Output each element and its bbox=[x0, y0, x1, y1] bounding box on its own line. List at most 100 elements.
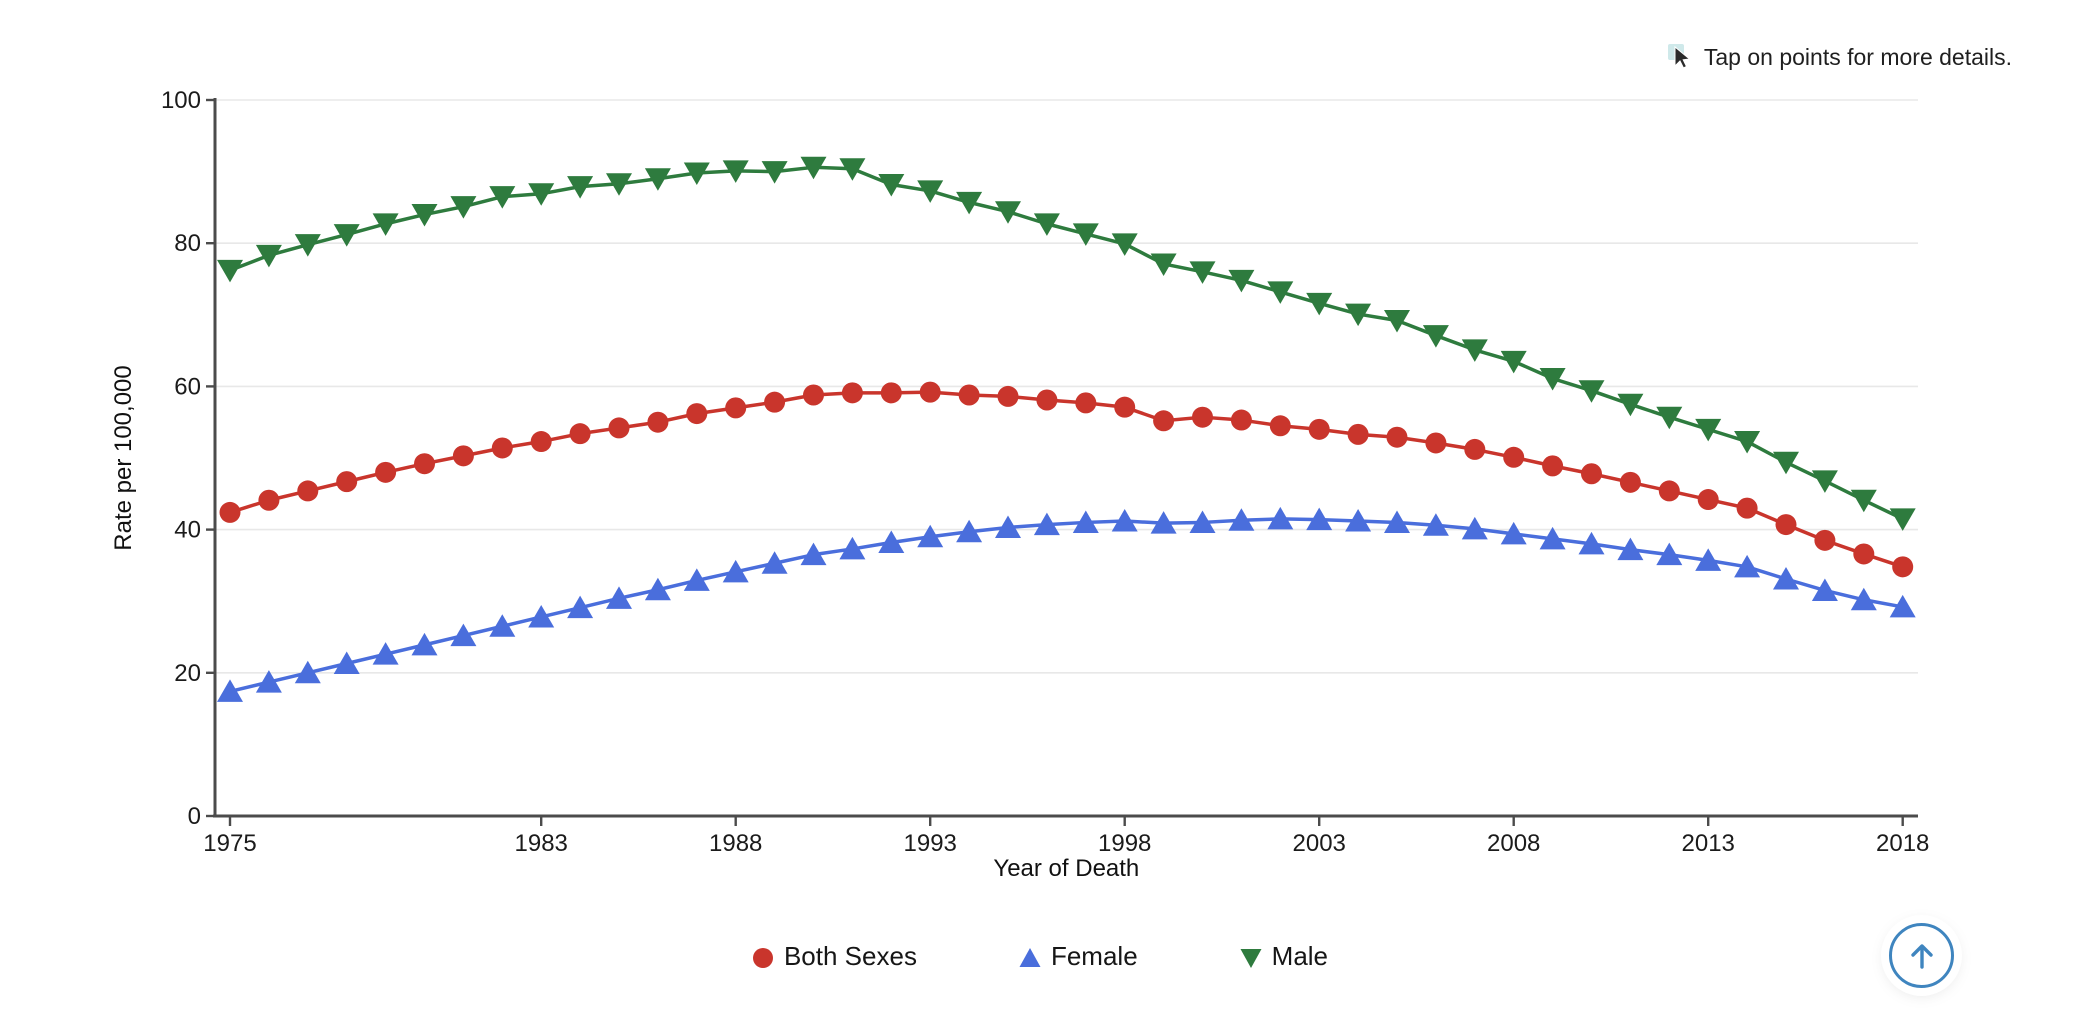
data-point-male-1988[interactable] bbox=[722, 160, 749, 183]
data-point-female-1988[interactable] bbox=[722, 559, 749, 583]
data-point-male-2006[interactable] bbox=[1422, 325, 1449, 348]
data-point-both-sexes-1987[interactable] bbox=[686, 403, 708, 425]
legend-item-female[interactable]: Female bbox=[1017, 941, 1138, 972]
legend-item-both-sexes[interactable]: Both Sexes bbox=[750, 941, 917, 972]
data-point-both-sexes-1988[interactable] bbox=[725, 397, 747, 419]
data-point-male-2016[interactable] bbox=[1811, 470, 1838, 493]
data-point-female-2010[interactable] bbox=[1578, 531, 1605, 555]
data-point-both-sexes-2004[interactable] bbox=[1347, 423, 1369, 445]
data-point-female-2004[interactable] bbox=[1345, 509, 1372, 532]
data-point-male-1980[interactable] bbox=[411, 204, 438, 227]
data-point-female-1990[interactable] bbox=[800, 542, 827, 566]
data-point-both-sexes-1995[interactable] bbox=[997, 385, 1019, 407]
data-point-male-1999[interactable] bbox=[1150, 253, 1177, 276]
data-point-male-2004[interactable] bbox=[1345, 303, 1372, 327]
data-point-both-sexes-2009[interactable] bbox=[1542, 455, 1564, 477]
data-point-female-1981[interactable] bbox=[450, 623, 477, 647]
data-point-both-sexes-1996[interactable] bbox=[1036, 389, 1058, 411]
data-point-both-sexes-2002[interactable] bbox=[1269, 415, 1291, 437]
data-point-male-1989[interactable] bbox=[761, 161, 788, 184]
data-point-female-2003[interactable] bbox=[1306, 507, 1333, 531]
data-point-both-sexes-2005[interactable] bbox=[1386, 426, 1408, 448]
data-point-both-sexes-2008[interactable] bbox=[1503, 446, 1525, 468]
data-point-female-1987[interactable] bbox=[683, 568, 710, 591]
data-point-male-2001[interactable] bbox=[1228, 269, 1255, 293]
data-point-male-1986[interactable] bbox=[644, 168, 671, 191]
data-point-female-2001[interactable] bbox=[1228, 508, 1255, 531]
data-point-female-2005[interactable] bbox=[1384, 510, 1410, 533]
data-point-female-1976[interactable] bbox=[255, 670, 282, 693]
data-point-both-sexes-1982[interactable] bbox=[491, 437, 513, 459]
data-point-male-1978[interactable] bbox=[333, 224, 360, 247]
data-point-female-1986[interactable] bbox=[644, 577, 671, 601]
data-point-female-1999[interactable] bbox=[1150, 511, 1177, 534]
data-point-female-2018[interactable] bbox=[1889, 594, 1916, 618]
data-point-male-2011[interactable] bbox=[1617, 393, 1644, 417]
data-point-female-1980[interactable] bbox=[411, 632, 438, 656]
data-point-female-1995[interactable] bbox=[995, 515, 1021, 538]
data-point-both-sexes-2003[interactable] bbox=[1308, 418, 1330, 440]
data-point-male-1996[interactable] bbox=[1033, 213, 1060, 236]
data-point-both-sexes-2017[interactable] bbox=[1853, 543, 1875, 565]
scroll-to-top-button[interactable] bbox=[1889, 923, 1954, 988]
data-point-male-2009[interactable] bbox=[1539, 368, 1566, 391]
data-point-female-2006[interactable] bbox=[1422, 513, 1449, 536]
data-point-both-sexes-1977[interactable] bbox=[297, 480, 319, 502]
data-point-female-1984[interactable] bbox=[567, 595, 594, 619]
legend-item-male[interactable]: Male bbox=[1238, 941, 1328, 972]
data-point-both-sexes-2018[interactable] bbox=[1892, 556, 1914, 578]
data-point-male-1975[interactable] bbox=[217, 259, 243, 283]
data-point-both-sexes-1990[interactable] bbox=[803, 384, 824, 406]
data-point-both-sexes-1998[interactable] bbox=[1114, 396, 1136, 418]
data-point-male-2014[interactable] bbox=[1734, 431, 1761, 454]
data-point-male-2000[interactable] bbox=[1189, 261, 1216, 284]
data-point-female-2000[interactable] bbox=[1189, 510, 1216, 533]
data-point-female-2008[interactable] bbox=[1500, 521, 1527, 545]
data-point-female-2017[interactable] bbox=[1850, 587, 1877, 611]
data-point-female-2014[interactable] bbox=[1734, 554, 1761, 578]
data-point-male-2003[interactable] bbox=[1306, 292, 1333, 316]
data-point-both-sexes-2007[interactable] bbox=[1464, 438, 1486, 460]
data-point-both-sexes-1997[interactable] bbox=[1075, 392, 1097, 414]
data-point-male-2007[interactable] bbox=[1461, 339, 1488, 362]
data-point-both-sexes-2010[interactable] bbox=[1581, 463, 1602, 485]
data-point-male-1991[interactable] bbox=[839, 158, 866, 181]
data-point-male-2018[interactable] bbox=[1889, 508, 1916, 531]
data-point-both-sexes-1985[interactable] bbox=[608, 417, 630, 439]
data-point-female-2012[interactable] bbox=[1656, 542, 1683, 566]
data-point-male-1990[interactable] bbox=[800, 156, 827, 180]
data-point-female-2015[interactable] bbox=[1773, 567, 1799, 590]
data-point-both-sexes-1980[interactable] bbox=[414, 453, 435, 475]
data-point-female-1998[interactable] bbox=[1111, 509, 1138, 532]
data-point-male-2005[interactable] bbox=[1384, 310, 1410, 333]
data-point-female-1983[interactable] bbox=[528, 604, 555, 628]
data-point-both-sexes-2015[interactable] bbox=[1775, 514, 1797, 536]
data-point-female-2002[interactable] bbox=[1267, 506, 1294, 530]
data-point-both-sexes-2016[interactable] bbox=[1814, 529, 1836, 551]
data-point-male-2012[interactable] bbox=[1656, 406, 1683, 430]
data-point-both-sexes-2014[interactable] bbox=[1736, 497, 1758, 519]
data-point-female-1996[interactable] bbox=[1033, 512, 1060, 536]
data-point-both-sexes-1992[interactable] bbox=[880, 382, 902, 404]
data-point-female-2009[interactable] bbox=[1539, 526, 1566, 550]
data-point-male-2015[interactable] bbox=[1773, 451, 1799, 475]
data-point-male-2002[interactable] bbox=[1267, 281, 1294, 304]
data-point-male-1976[interactable] bbox=[255, 244, 282, 268]
data-point-both-sexes-1981[interactable] bbox=[452, 445, 474, 467]
data-point-male-2010[interactable] bbox=[1578, 380, 1605, 403]
data-point-male-1981[interactable] bbox=[450, 196, 477, 219]
data-point-male-1993[interactable] bbox=[917, 180, 944, 203]
data-point-male-2017[interactable] bbox=[1850, 489, 1877, 513]
data-point-male-1985[interactable] bbox=[606, 173, 632, 196]
data-point-both-sexes-1989[interactable] bbox=[764, 391, 786, 413]
data-point-male-1979[interactable] bbox=[372, 213, 399, 236]
data-point-male-2013[interactable] bbox=[1695, 418, 1722, 442]
data-point-male-1982[interactable] bbox=[489, 186, 516, 209]
data-point-female-1975[interactable] bbox=[217, 679, 243, 702]
data-point-female-1991[interactable] bbox=[839, 536, 866, 560]
data-point-female-1982[interactable] bbox=[489, 614, 516, 637]
data-point-male-1997[interactable] bbox=[1072, 223, 1099, 246]
data-point-female-2013[interactable] bbox=[1695, 548, 1722, 571]
data-point-both-sexes-1986[interactable] bbox=[647, 411, 669, 433]
data-point-male-1994[interactable] bbox=[956, 191, 983, 215]
